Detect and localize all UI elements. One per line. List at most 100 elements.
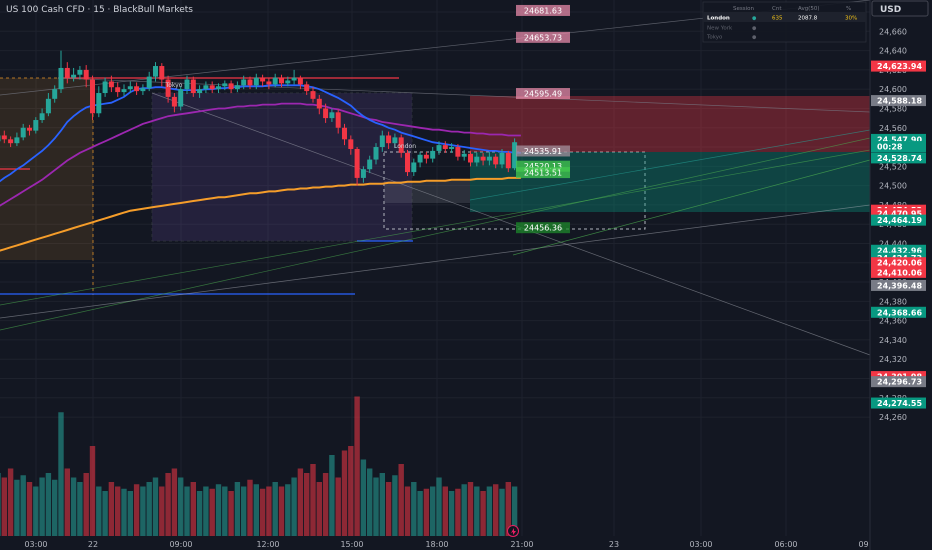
candle <box>64 62 70 84</box>
volume-bar <box>411 482 417 536</box>
candle-body <box>222 83 228 87</box>
timeframe-marker-icon[interactable] <box>507 525 519 537</box>
time-tick-label: 21:00 <box>510 540 533 549</box>
drawing-label: 24595.49 <box>516 88 570 100</box>
price-tick-label: 24,260 <box>879 413 907 422</box>
candle-body <box>33 120 39 131</box>
candle <box>33 117 39 134</box>
candle <box>505 150 511 173</box>
drawing-label: 24681.63 <box>516 4 570 16</box>
volume-bar <box>436 477 442 536</box>
candle-body <box>474 156 480 163</box>
price-tag: 24,274.55 <box>871 397 926 409</box>
price-tag-bg <box>871 95 926 107</box>
candle-body <box>398 137 404 153</box>
price-tick-label: 24,660 <box>879 27 907 36</box>
volume-bar <box>215 484 222 536</box>
candle-body <box>323 108 329 119</box>
candle <box>71 67 77 82</box>
volume-bar <box>266 486 272 536</box>
volume-bar <box>121 488 127 536</box>
volume-bar <box>385 482 392 536</box>
candle <box>159 63 165 87</box>
volume-bar <box>184 486 190 536</box>
volume-bar <box>190 482 196 536</box>
time-axis-bg <box>0 536 870 550</box>
volume-bar <box>259 488 266 536</box>
candle <box>512 138 518 171</box>
candle-body <box>373 147 379 160</box>
volume-bar <box>430 486 436 536</box>
candle-body <box>430 150 436 159</box>
price-tag-text: 00:28 <box>877 143 903 152</box>
volume-bar <box>26 482 33 536</box>
currency-badge[interactable]: USD <box>871 0 929 17</box>
volume-bar <box>20 475 26 536</box>
channel-line-7 <box>469 129 871 201</box>
price-tag: 00:28 <box>871 141 926 153</box>
volume-bar <box>423 488 430 536</box>
price-tick-label: 24,500 <box>879 182 907 191</box>
volume-bar <box>341 450 348 536</box>
volume-bar <box>448 491 455 536</box>
candle <box>222 80 228 91</box>
ema-mid-line <box>0 102 521 207</box>
candle <box>165 75 171 103</box>
candle <box>480 152 486 166</box>
candle <box>474 152 480 167</box>
price-tag: 24,410.06 <box>871 266 926 278</box>
candle-body <box>291 77 297 81</box>
price-tick-label: 24,340 <box>879 336 907 345</box>
candle <box>234 81 240 93</box>
candle-body <box>71 74 77 78</box>
candle <box>392 133 398 149</box>
candle-body <box>134 86 140 92</box>
volume-bar <box>33 486 39 536</box>
candle-body <box>203 85 209 90</box>
price-tick-label: 24,640 <box>879 47 907 56</box>
time-tick-label: 22 <box>88 540 98 549</box>
volume-bar <box>379 473 385 536</box>
volume-bar <box>455 488 461 536</box>
volume-bar <box>77 482 83 536</box>
volume-bar <box>367 468 373 536</box>
price-tag: 24,547.90 <box>871 133 926 145</box>
volume-bars <box>0 396 518 536</box>
candle <box>178 86 184 111</box>
volume-bar <box>228 491 234 536</box>
volume-bar <box>196 491 203 536</box>
volume-bar <box>511 486 518 536</box>
volume-bar <box>373 477 379 536</box>
candle-body <box>335 112 341 128</box>
volume-bar <box>499 488 505 536</box>
candle-body <box>411 162 417 173</box>
volume-bar <box>329 455 335 536</box>
chart-title: US 100 Cash CFD · 15 · BlackBull Markets <box>6 5 193 15</box>
session-stats-table: Session Cnt Avg(50) % London ● 635 2087.… <box>702 1 867 43</box>
candle <box>27 124 32 136</box>
candle <box>354 147 360 186</box>
candle <box>455 144 461 161</box>
price-tag-bg <box>871 141 926 153</box>
volume-bar <box>171 468 178 536</box>
candle <box>449 143 455 153</box>
table-row-tokyo-dot: ● <box>752 35 757 41</box>
candle <box>203 81 209 94</box>
volume-bar <box>442 486 448 536</box>
candle-body <box>480 156 486 161</box>
volume-bar <box>467 482 474 536</box>
candle <box>247 76 253 90</box>
volume-bar <box>278 486 285 536</box>
price-tag-text: 24,274.55 <box>877 399 922 408</box>
candle <box>216 83 221 94</box>
candle <box>373 143 379 165</box>
volume-bar <box>234 482 241 536</box>
volume-bar <box>335 477 341 536</box>
candle-body <box>342 127 347 140</box>
table-row-london-name: London <box>707 16 730 22</box>
volume-bar <box>1 477 7 536</box>
volume-bar <box>203 486 209 536</box>
candle <box>316 94 322 115</box>
candle <box>493 153 499 169</box>
